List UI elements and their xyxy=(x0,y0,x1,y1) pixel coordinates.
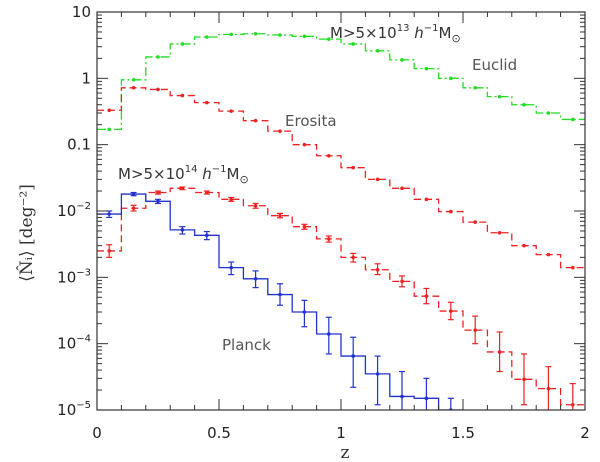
data-point xyxy=(473,85,478,90)
data-point xyxy=(180,42,185,46)
x-tick-labels: 0 0.5 1 1.5 2 xyxy=(92,424,590,442)
data-point xyxy=(546,252,551,257)
data-point xyxy=(302,34,307,39)
data-point xyxy=(351,165,356,170)
x-tick-label: 2 xyxy=(580,424,590,442)
y-tick-label: 0.1 xyxy=(67,136,91,154)
annotation-planck: Planck xyxy=(222,336,271,354)
data-point xyxy=(546,111,551,115)
data-point xyxy=(131,78,136,82)
data-point xyxy=(400,186,404,191)
data-point xyxy=(156,55,160,59)
annotation-euclid: Euclid xyxy=(472,56,517,74)
data-point xyxy=(522,102,526,107)
data-point xyxy=(522,243,526,248)
data-point xyxy=(302,142,307,147)
annotation-mass-threshold-low: M>5×1014 h−1M⊙ xyxy=(118,164,249,186)
data-point xyxy=(278,129,282,133)
data-point xyxy=(497,94,502,99)
data-point xyxy=(497,230,502,235)
data-point xyxy=(205,100,209,105)
data-point xyxy=(229,109,233,113)
data-point xyxy=(351,42,356,46)
data-point xyxy=(473,220,478,224)
y-tick-label: 10−4 xyxy=(57,334,91,353)
annotation-erosita: Erosita xyxy=(285,112,337,130)
data-point xyxy=(327,153,331,158)
data-point xyxy=(327,37,331,41)
axis-ticks xyxy=(96,11,586,411)
y-tick-labels: 10 1 0.1 10−2 10−3 10−4 10−5 xyxy=(57,3,91,419)
y-tick-label: 10−5 xyxy=(57,400,91,419)
data-point xyxy=(449,76,453,81)
data-point xyxy=(375,49,380,53)
data-point xyxy=(107,108,111,113)
data-point xyxy=(253,118,258,123)
series-line-0 xyxy=(97,33,585,131)
data-point xyxy=(180,93,185,98)
series-layer xyxy=(97,31,585,410)
y-tick-label: 10−2 xyxy=(57,201,91,220)
data-point xyxy=(571,117,575,122)
x-tick-label: 0 xyxy=(92,424,102,442)
data-point xyxy=(156,87,160,92)
x-tick-label: 1.5 xyxy=(451,424,475,442)
data-point xyxy=(229,32,233,37)
data-point xyxy=(571,265,575,270)
data-point xyxy=(107,127,111,132)
y-tick-label: 10 xyxy=(72,3,91,21)
y-tick-label: 10−3 xyxy=(57,267,91,286)
x-axis-label: z xyxy=(341,443,350,462)
data-point xyxy=(253,31,258,36)
data-point xyxy=(449,209,453,214)
data-point xyxy=(400,58,404,62)
data-point xyxy=(278,33,282,37)
x-tick-label: 1 xyxy=(336,424,346,442)
annotation-mass-threshold-high: M>5×1013 h−1M⊙ xyxy=(330,23,461,45)
data-point xyxy=(131,85,136,90)
data-point xyxy=(205,35,209,39)
data-point xyxy=(424,197,429,202)
y-tick-label: 1 xyxy=(81,69,91,87)
data-point xyxy=(424,66,429,71)
y-axis-label: ⟨N̂ᵢ⟩ [deg⁻²] xyxy=(17,184,37,282)
x-tick-label: 0.5 xyxy=(207,424,231,442)
data-point xyxy=(375,177,380,182)
